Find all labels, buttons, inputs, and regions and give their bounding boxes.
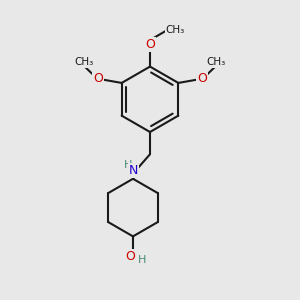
Text: O: O — [145, 38, 155, 50]
Text: CH₃: CH₃ — [207, 57, 226, 67]
Text: O: O — [93, 72, 103, 85]
Text: N: N — [129, 164, 138, 177]
Text: O: O — [197, 72, 207, 85]
Text: O: O — [125, 250, 135, 263]
Text: CH₃: CH₃ — [74, 57, 93, 67]
Text: H: H — [138, 255, 146, 265]
Text: H: H — [124, 160, 132, 170]
Text: CH₃: CH₃ — [166, 25, 185, 34]
